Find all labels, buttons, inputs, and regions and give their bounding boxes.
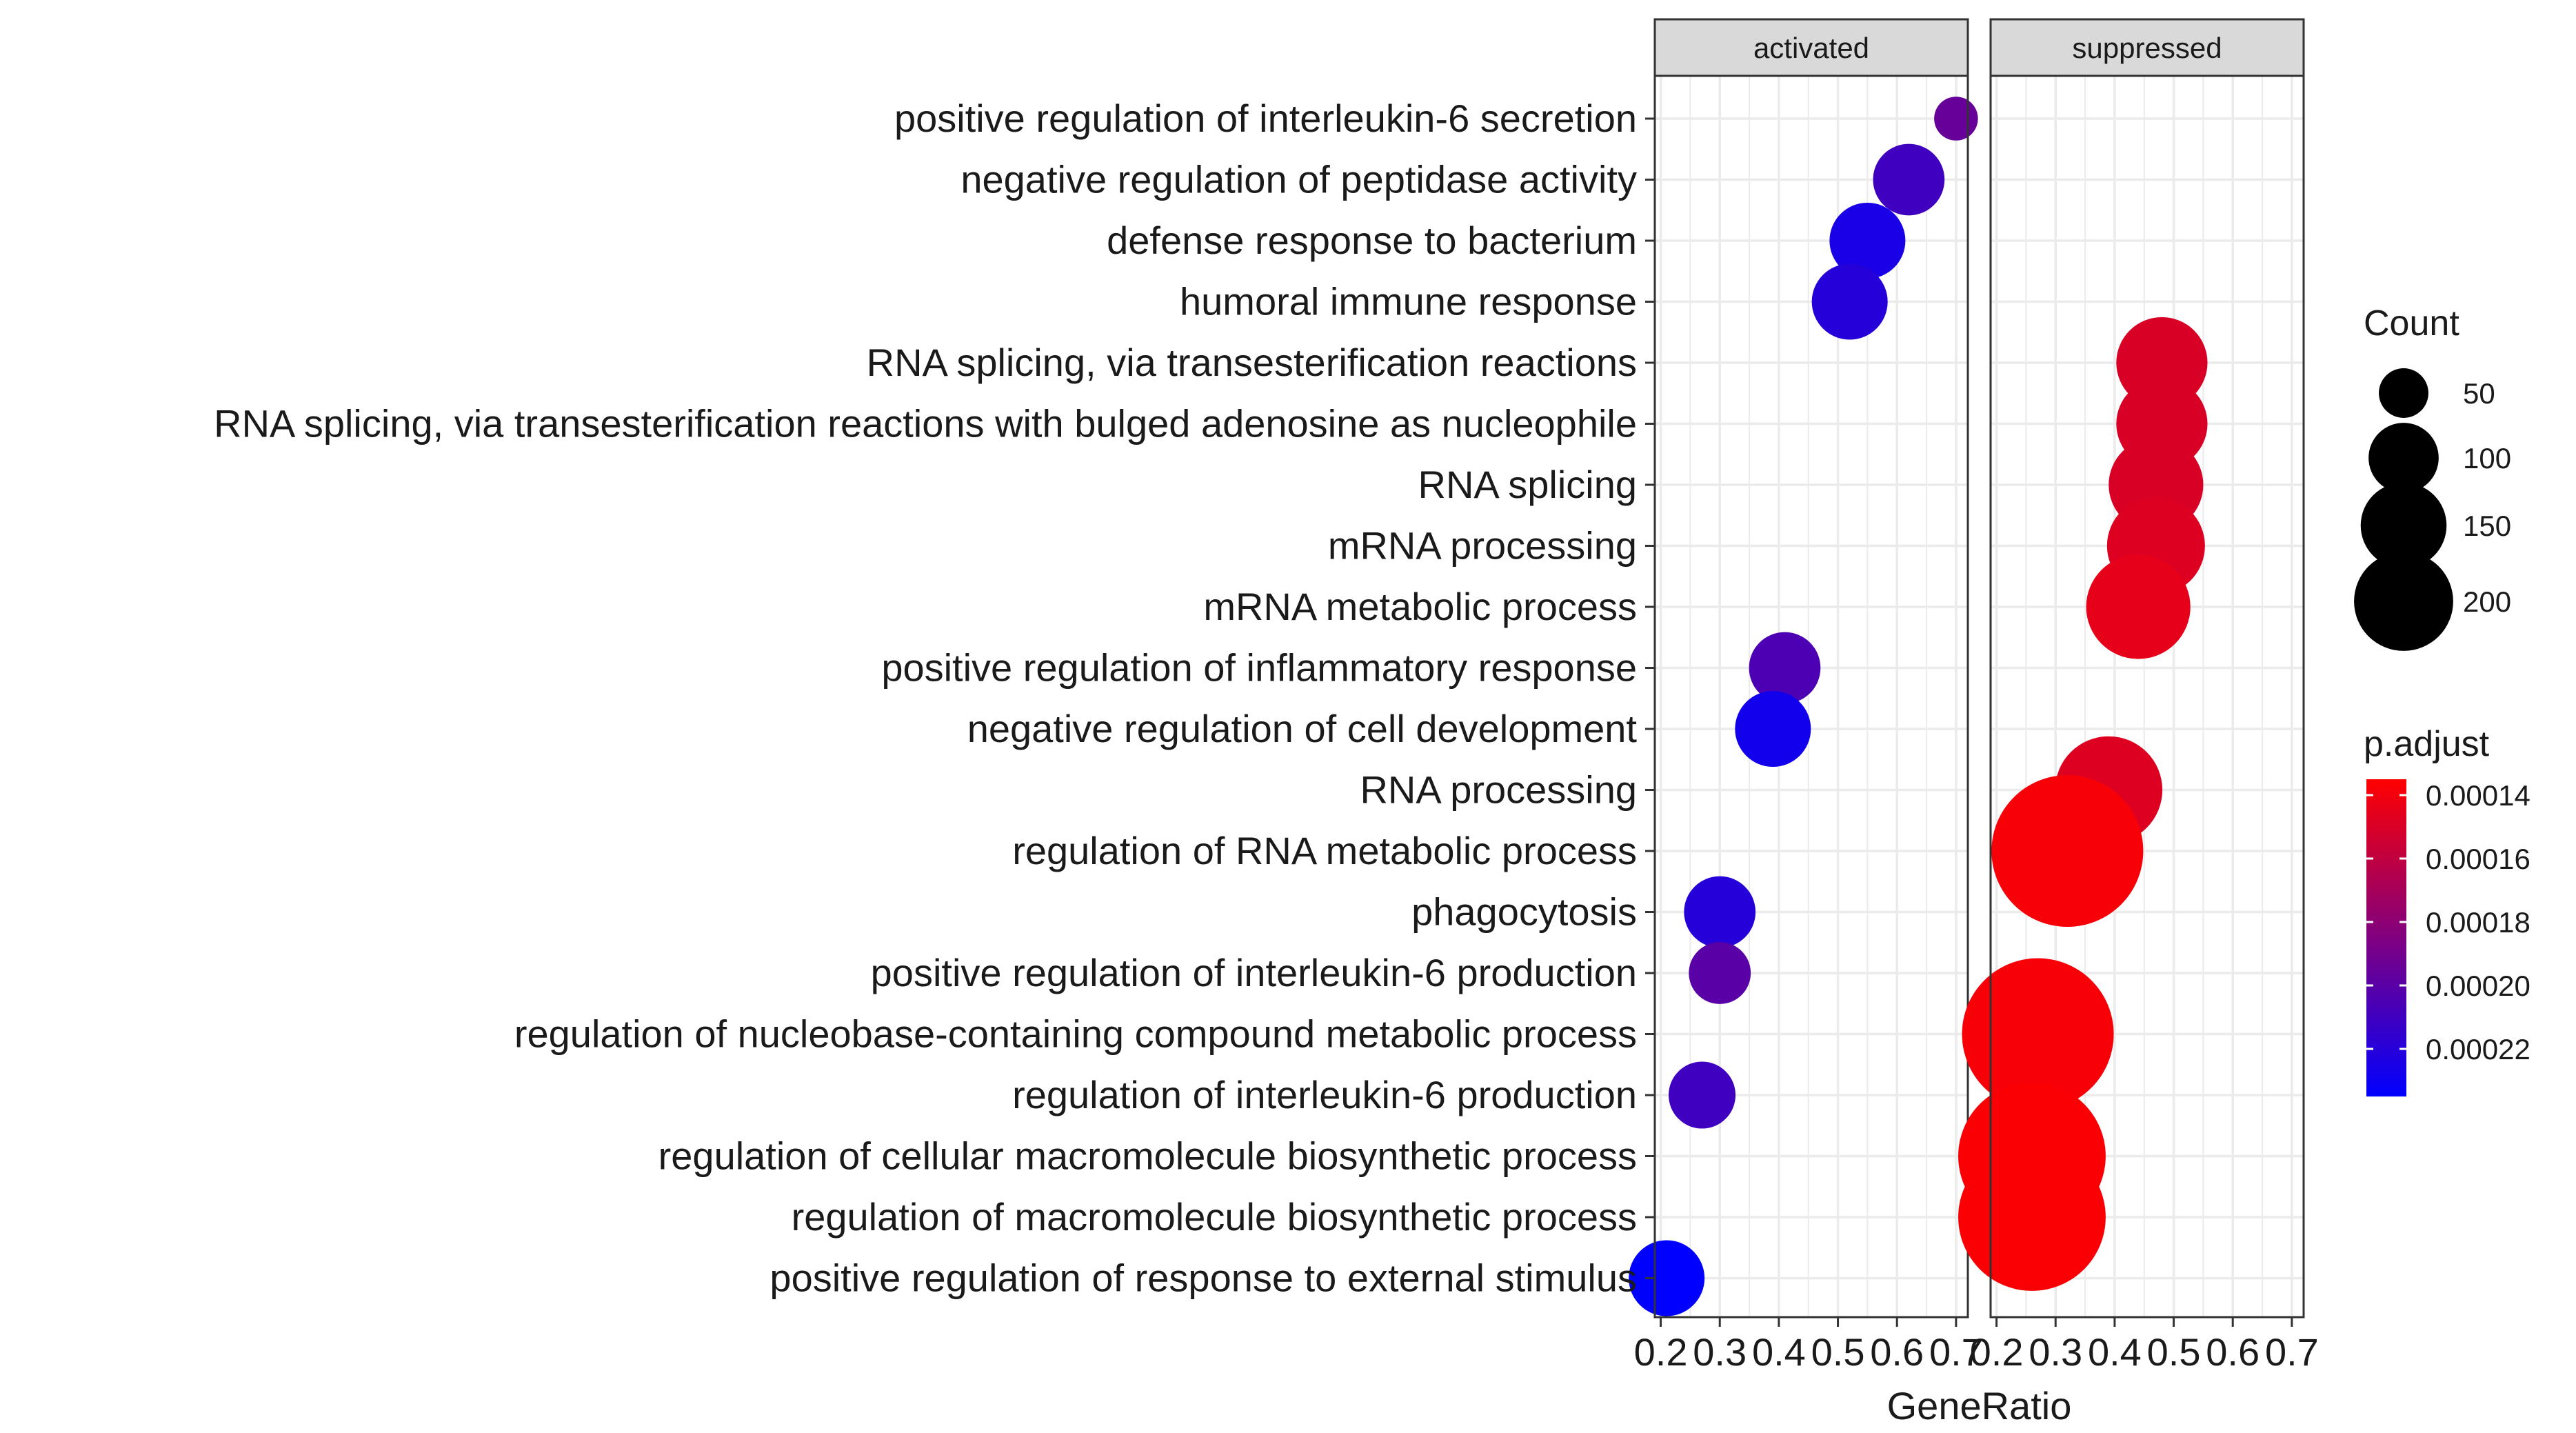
panel-border [1989, 74, 2305, 1319]
data-point [1669, 1061, 1736, 1129]
y-term-label: humoral immune response [1180, 280, 1637, 323]
legend-padjust-title: p.adjust [2364, 724, 2490, 764]
data-point [2086, 554, 2191, 659]
legend-count-key [2354, 552, 2453, 651]
x-tick-label: 0.4 [2088, 1330, 2142, 1374]
legend-padjust-colorbar [2366, 779, 2406, 1096]
data-point [1749, 632, 1821, 704]
data-point [1934, 97, 1978, 141]
y-term-label: positive regulation of response to exter… [769, 1256, 1637, 1300]
y-term-label: negative regulation of cell development [967, 707, 1638, 750]
data-point [1735, 690, 1811, 768]
legend-padjust: p.adjust 0.00014 0.00016 0.00018 0.00020 0.00… [2364, 724, 2530, 1096]
data-point [1991, 774, 2144, 928]
legend-count-title: Count [2364, 303, 2459, 343]
data-point [1962, 958, 2114, 1110]
y-term-label: phagocytosis [1411, 890, 1637, 934]
data-point [1684, 876, 1756, 948]
y-term-label: regulation of cellular macromolecule bio… [658, 1134, 1637, 1178]
y-term-label: positive regulation of interleukin-6 sec… [894, 97, 1637, 140]
panel-border [1653, 74, 1969, 1319]
facet-strip-suppressed [1989, 18, 2305, 77]
x-tick-label: 0.5 [2147, 1330, 2201, 1374]
x-tick-label: 0.7 [2265, 1330, 2319, 1374]
facet-panel-suppressed: suppressed [1958, 18, 2305, 1319]
y-term-label: mRNA processing [1328, 524, 1637, 568]
data-point [1873, 143, 1945, 216]
x-tick-label: 0.3 [2029, 1330, 2082, 1374]
data-point [1629, 1240, 1705, 1316]
x-tick-label: 0.5 [1811, 1330, 1865, 1374]
y-term-label: regulation of macromolecule biosynthetic… [792, 1195, 1637, 1239]
y-term-label: defense response to bacterium [1107, 219, 1637, 262]
legend-padjust-label: 0.00016 [2426, 843, 2530, 875]
facet-strip-label: activated [1753, 32, 1869, 64]
legend-count-label: 200 [2463, 585, 2511, 618]
data-point [1811, 263, 1888, 340]
y-term-label: RNA processing [1360, 768, 1637, 812]
x-axis-title: GeneRatio [1887, 1384, 2072, 1427]
legend-count-label: 50 [2463, 377, 2495, 410]
legend-padjust-label: 0.00014 [2426, 779, 2530, 812]
y-term-label: regulation of interleukin-6 production [1012, 1073, 1637, 1116]
x-tick-label: 0.6 [2206, 1330, 2260, 1374]
y-term-label: mRNA metabolic process [1203, 585, 1637, 628]
data-point [1958, 1143, 2106, 1291]
legend-count: Count 50 100 150 200 [2354, 303, 2511, 651]
data-point [1689, 942, 1751, 1004]
facet-strip-label: suppressed [2072, 32, 2222, 64]
facet-panel-activated: activated [1629, 18, 1978, 1319]
legend-count-label: 150 [2463, 510, 2511, 542]
y-term-label: regulation of RNA metabolic process [1012, 829, 1637, 872]
y-term-label: RNA splicing, via transesterification re… [867, 341, 1637, 384]
panel-background [1655, 76, 1968, 1317]
facet-strip-activated [1653, 18, 1969, 77]
y-term-label: positive regulation of inflammatory resp… [881, 646, 1637, 690]
x-tick-label: 0.2 [1634, 1330, 1688, 1374]
y-term-label: regulation of nucleobase-containing comp… [514, 1012, 1637, 1056]
legend-count-key [2368, 423, 2439, 493]
x-tick-label: 0.3 [1693, 1330, 1747, 1374]
legend-padjust-label: 0.00020 [2426, 970, 2530, 1002]
y-term-label: RNA splicing [1418, 463, 1637, 506]
legend-count-label: 100 [2463, 442, 2511, 474]
legend-padjust-label: 0.00018 [2426, 906, 2530, 939]
x-tick-label: 0.4 [1752, 1330, 1806, 1374]
legend-padjust-label: 0.00022 [2426, 1033, 2530, 1065]
legend-count-key [2360, 482, 2447, 569]
x-tick-label: 0.7 [1929, 1330, 1983, 1374]
y-term-label: positive regulation of interleukin-6 pro… [871, 951, 1637, 994]
x-tick-label: 0.6 [1870, 1330, 1924, 1374]
y-term-label: RNA splicing, via transesterification re… [214, 402, 1637, 445]
legend-count-key [2379, 368, 2428, 418]
x-tick-label: 0.2 [1970, 1330, 2024, 1374]
data-point [1829, 202, 1906, 279]
y-term-label: negative regulation of peptidase activit… [960, 158, 1637, 201]
